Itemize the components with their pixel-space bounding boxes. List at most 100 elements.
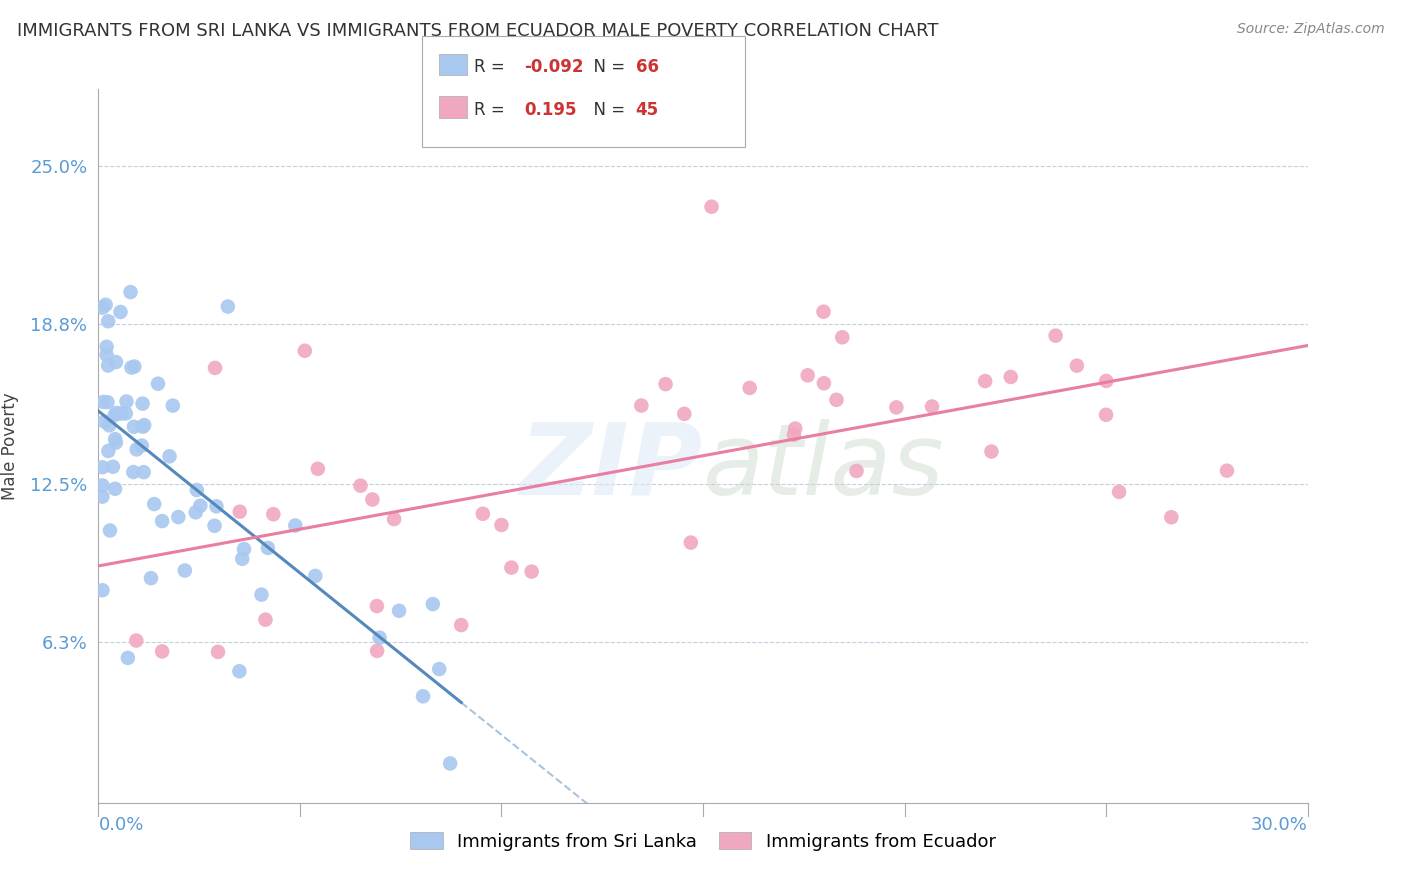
Point: [104, 435, 127, 450]
Point: [1095, 374, 1118, 388]
Point: [284, 518, 307, 533]
Point: [204, 518, 226, 533]
Text: N =: N =: [583, 58, 631, 76]
Text: IMMIGRANTS FROM SRI LANKA VS IMMIGRANTS FROM ECUADOR MALE POVERTY CORRELATION CH: IMMIGRANTS FROM SRI LANKA VS IMMIGRANTS …: [17, 22, 938, 40]
Point: [630, 399, 652, 413]
Point: [93, 395, 115, 409]
Point: [97, 314, 120, 328]
Point: [229, 505, 252, 519]
Point: [1095, 408, 1118, 422]
Point: [143, 497, 166, 511]
Point: [110, 305, 132, 319]
Point: [125, 442, 148, 457]
Text: N =: N =: [583, 101, 631, 119]
Point: [146, 376, 169, 391]
Point: [796, 368, 818, 383]
Point: [304, 569, 326, 583]
Point: [132, 465, 155, 479]
Point: [91, 490, 114, 504]
Text: 66: 66: [636, 58, 658, 76]
Point: [122, 465, 145, 479]
Point: [101, 459, 124, 474]
Point: [825, 392, 848, 407]
Point: [121, 360, 143, 375]
Text: Source: ZipAtlas.com: Source: ZipAtlas.com: [1237, 22, 1385, 37]
Text: ZIP: ZIP: [520, 419, 703, 516]
Point: [921, 400, 943, 414]
Point: [217, 300, 239, 314]
Point: [262, 508, 284, 522]
Point: [257, 541, 280, 555]
Point: [96, 395, 118, 409]
Point: [124, 359, 146, 374]
Point: [974, 374, 997, 388]
Y-axis label: Male Poverty: Male Poverty: [1, 392, 18, 500]
Point: [188, 499, 211, 513]
Point: [368, 631, 391, 645]
Point: [439, 756, 461, 771]
Point: [382, 512, 405, 526]
Point: [1045, 328, 1067, 343]
Point: [204, 360, 226, 375]
Point: [980, 444, 1002, 458]
Point: [231, 551, 253, 566]
Point: [97, 444, 120, 458]
Point: [1066, 359, 1088, 373]
Point: [117, 651, 139, 665]
Point: [654, 377, 676, 392]
Point: [93, 415, 115, 429]
Point: [150, 644, 173, 658]
Text: 30.0%: 30.0%: [1251, 815, 1308, 834]
Point: [134, 418, 156, 433]
Point: [471, 507, 494, 521]
Point: [783, 427, 806, 442]
Point: [96, 340, 118, 354]
Point: [679, 535, 702, 549]
Point: [845, 464, 868, 478]
Point: [104, 482, 127, 496]
Point: [91, 460, 114, 475]
Point: [91, 583, 114, 598]
Point: [233, 542, 256, 557]
Point: [361, 492, 384, 507]
Point: [886, 401, 908, 415]
Point: [104, 432, 127, 446]
Text: atlas: atlas: [703, 419, 945, 516]
Point: [91, 478, 114, 492]
Point: [673, 407, 696, 421]
Point: [700, 200, 723, 214]
Point: [294, 343, 316, 358]
Point: [125, 633, 148, 648]
Text: 0.0%: 0.0%: [98, 815, 143, 834]
Point: [207, 645, 229, 659]
Point: [105, 406, 128, 420]
Text: R =: R =: [474, 101, 510, 119]
Point: [349, 478, 371, 492]
Point: [159, 450, 181, 464]
Point: [98, 524, 121, 538]
Point: [114, 406, 136, 420]
Point: [94, 298, 117, 312]
Point: [1216, 464, 1239, 478]
Point: [131, 397, 153, 411]
Point: [307, 462, 329, 476]
Point: [150, 514, 173, 528]
Point: [254, 613, 277, 627]
Point: [366, 644, 388, 658]
Point: [412, 690, 434, 704]
Point: [122, 419, 145, 434]
Point: [427, 662, 450, 676]
Point: [184, 505, 207, 519]
Point: [422, 597, 444, 611]
Text: -0.092: -0.092: [524, 58, 583, 76]
Point: [228, 665, 250, 679]
Point: [450, 618, 472, 632]
Point: [110, 407, 132, 421]
Point: [738, 381, 761, 395]
Point: [785, 421, 807, 435]
Point: [96, 348, 118, 362]
Point: [162, 399, 184, 413]
Point: [131, 439, 153, 453]
Point: [491, 518, 513, 533]
Point: [139, 571, 162, 585]
